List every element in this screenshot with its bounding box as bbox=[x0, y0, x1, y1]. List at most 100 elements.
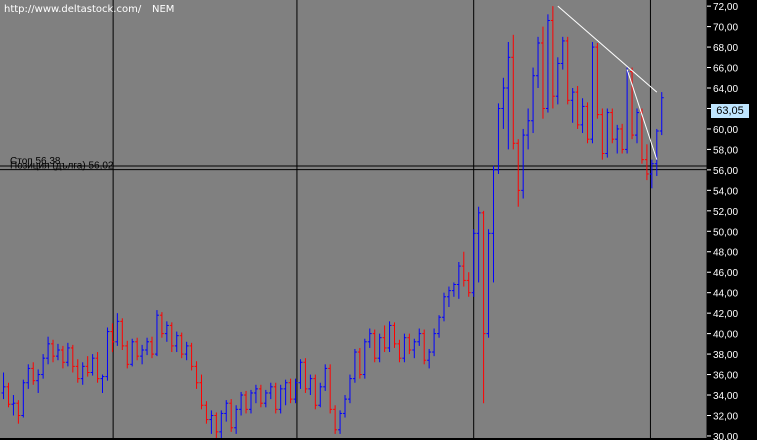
ohlc-bar bbox=[397, 339, 402, 363]
ohlc-bar bbox=[441, 292, 446, 322]
ohlc-bar bbox=[506, 41, 511, 150]
ohlc-bar bbox=[417, 328, 422, 346]
ohlc-bar bbox=[644, 144, 649, 181]
ohlc-bar bbox=[303, 358, 308, 393]
ohlc-bar bbox=[273, 382, 278, 414]
ohlc-bar bbox=[164, 321, 169, 342]
ohlc-bar bbox=[545, 14, 550, 113]
ohlc-bar bbox=[491, 165, 496, 283]
ohlc-bar bbox=[41, 354, 46, 379]
ohlc-bar bbox=[521, 128, 526, 199]
ohlc-bar bbox=[347, 374, 352, 404]
ohlc-bar bbox=[55, 343, 60, 361]
ohlc-bar bbox=[343, 395, 348, 418]
ohlc-bar bbox=[605, 108, 610, 158]
ohlc-bar bbox=[352, 348, 357, 383]
ohlc-bar bbox=[610, 108, 615, 144]
ohlc-bar bbox=[511, 34, 516, 150]
ohlc-bar bbox=[654, 128, 659, 177]
y-tick-label: 54,00 bbox=[713, 186, 738, 197]
ohlc-bar bbox=[150, 336, 155, 359]
ohlc-bar bbox=[100, 374, 105, 393]
ohlc-bar bbox=[392, 322, 397, 348]
ohlc-bar bbox=[377, 333, 382, 363]
ohlc-bar bbox=[402, 333, 407, 363]
ohlc-bar bbox=[115, 313, 120, 346]
ohlc-bar bbox=[659, 92, 664, 136]
ohlc-bar bbox=[550, 6, 555, 109]
y-tick-label: 30,00 bbox=[713, 432, 738, 440]
ohlc-bar bbox=[16, 400, 21, 424]
ohlc-bar bbox=[60, 345, 65, 369]
y-tick-label: 46,00 bbox=[713, 268, 738, 279]
ohlc-bar bbox=[85, 356, 90, 377]
ohlc-bar bbox=[174, 331, 179, 353]
ohlc-bar bbox=[387, 321, 392, 353]
ohlc-bar bbox=[288, 378, 293, 404]
y-tick-label: 56,00 bbox=[713, 166, 738, 177]
trendlines bbox=[557, 5, 658, 160]
ohlc-bar bbox=[36, 369, 41, 393]
y-tick-label: 44,00 bbox=[713, 289, 738, 300]
y-tick-label: 68,00 bbox=[713, 43, 738, 54]
y-tick-label: 40,00 bbox=[713, 330, 738, 341]
ohlc-bar bbox=[536, 36, 541, 89]
ohlc-bar bbox=[412, 338, 417, 359]
ohlc-bar bbox=[422, 329, 427, 365]
ohlc-bar bbox=[323, 364, 328, 391]
ohlc-bar bbox=[70, 344, 75, 373]
ohlc-bar bbox=[253, 384, 258, 404]
ohlc-bar bbox=[501, 77, 506, 129]
ohlc-bar bbox=[135, 337, 140, 361]
ohlc-bar bbox=[1, 372, 6, 400]
y-tick-label: 52,00 bbox=[713, 207, 738, 218]
y-tick-label: 42,00 bbox=[713, 309, 738, 320]
ohlc-bar bbox=[328, 364, 333, 414]
ohlc-bar bbox=[338, 410, 343, 434]
ohlc-bar bbox=[575, 85, 580, 129]
ohlc-bar bbox=[244, 390, 249, 414]
ohlc-bar bbox=[432, 328, 437, 357]
ohlc-bar bbox=[446, 286, 451, 308]
ohlc-bar bbox=[570, 88, 575, 123]
header-symbol: NEM bbox=[152, 4, 175, 15]
ohlc-bars bbox=[1, 6, 664, 438]
ohlc-bar bbox=[46, 336, 51, 365]
current-price-badge: 63,05 bbox=[711, 104, 749, 118]
trendline bbox=[626, 69, 658, 160]
y-tick-label: 48,00 bbox=[713, 248, 738, 259]
trendline bbox=[557, 5, 658, 93]
ohlc-bar bbox=[199, 374, 204, 410]
ohlc-bar bbox=[194, 361, 199, 389]
position-line-label: Позиция (дълга) 56,02 bbox=[10, 161, 114, 172]
ohlc-bar bbox=[26, 364, 31, 389]
ohlc-bar bbox=[80, 362, 85, 385]
y-tick-label: 60,00 bbox=[713, 125, 738, 136]
y-tick-label: 38,00 bbox=[713, 350, 738, 361]
ohlc-bar bbox=[140, 344, 145, 365]
ohlc-bar bbox=[278, 384, 283, 414]
gridlines bbox=[112, 0, 708, 438]
y-tick-label: 36,00 bbox=[713, 371, 738, 382]
ohlc-bar bbox=[451, 282, 456, 297]
ohlc-bar bbox=[531, 67, 536, 134]
ohlc-bar bbox=[219, 410, 224, 438]
y-tick-label: 66,00 bbox=[713, 64, 738, 75]
ohlc-bar bbox=[21, 379, 26, 418]
ohlc-bar bbox=[11, 395, 16, 416]
ohlc-bar bbox=[283, 379, 288, 406]
ohlc-bar bbox=[555, 57, 560, 105]
ohlc-bar bbox=[234, 405, 239, 434]
ohlc-bar bbox=[209, 410, 214, 434]
header-url[interactable]: http://www.deltastock.com/ bbox=[4, 4, 142, 15]
ohlc-bar bbox=[456, 261, 461, 299]
ohlc-bar bbox=[248, 389, 253, 414]
ohlc-bar bbox=[595, 42, 600, 119]
ohlc-bar bbox=[214, 412, 219, 438]
ohlc-bar bbox=[189, 342, 194, 371]
ohlc-bar bbox=[293, 378, 298, 404]
ohlc-bar bbox=[169, 322, 174, 353]
